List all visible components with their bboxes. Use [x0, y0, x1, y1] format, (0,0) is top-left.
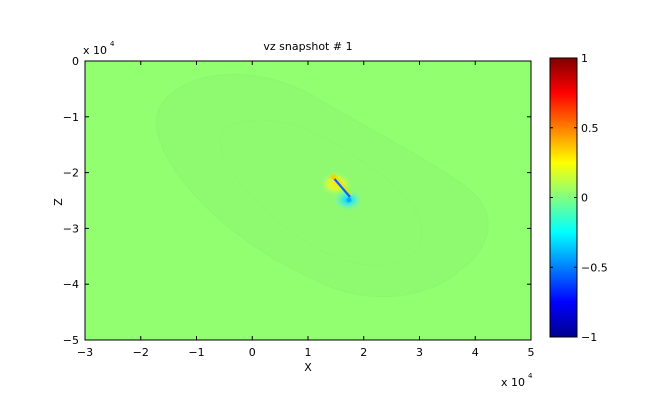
source-fault-line-edge [333, 173, 353, 196]
x-tick-label: −2 [133, 346, 149, 359]
x-tick-label: 5 [528, 346, 535, 359]
source-point-yellow [330, 174, 336, 180]
x-exponent-power: 4 [528, 372, 533, 380]
plot-area [85, 61, 531, 340]
colorbar-tick-label: 0.5 [581, 122, 599, 135]
x-tick-label: −1 [188, 346, 204, 359]
source-fault-line [331, 175, 351, 198]
colorbar-tick-label: 1 [581, 52, 588, 65]
y-tick-label: 0 [72, 55, 79, 68]
colorbar-ticks: 1 0.5 0 −0.5 −1 [550, 52, 608, 344]
x-axis-label: X [304, 361, 312, 374]
x-axis-ticks: −3 −2 −1 0 1 2 3 4 5 [77, 61, 535, 359]
y-tick-label: −4 [63, 278, 79, 291]
colorbar [549, 57, 578, 338]
colorbar-tick-label: −0.5 [581, 261, 608, 274]
x-tick-label: 0 [249, 346, 256, 359]
x-tick-label: 3 [416, 346, 423, 359]
x-exponent-label: x 10 [501, 376, 525, 389]
chart-title: vz snapshot # 1 [263, 40, 352, 53]
colorbar-tick-label: −1 [581, 331, 597, 344]
y-tick-label: −2 [63, 167, 79, 180]
x-tick-label: 2 [360, 346, 367, 359]
source-point-cyan [346, 197, 352, 203]
y-tick-label: −3 [63, 222, 79, 235]
y-axis-label: Z [52, 198, 65, 206]
y-exponent-power: 4 [110, 40, 115, 48]
x-tick-label: 4 [472, 346, 479, 359]
wavefront-halo-inner [220, 119, 423, 266]
y-tick-label: −5 [63, 334, 79, 347]
colorbar-tick-label: 0 [581, 192, 588, 205]
y-tick-label: −1 [63, 111, 79, 124]
x-tick-label: −3 [77, 346, 93, 359]
y-exponent-label: x 10 [83, 44, 107, 57]
x-tick-label: 1 [305, 346, 312, 359]
y-axis-ticks: 0 −1 −2 −3 −4 −5 [63, 55, 531, 347]
